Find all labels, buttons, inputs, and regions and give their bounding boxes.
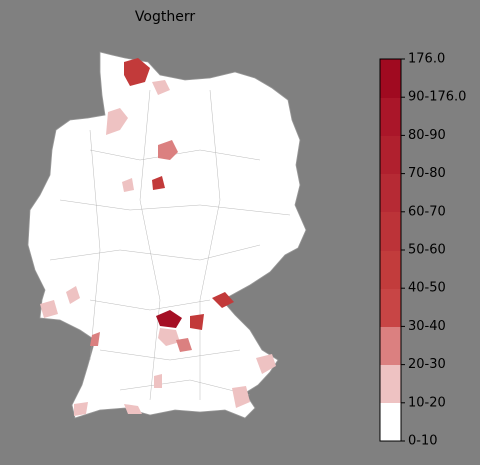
- colorbar-band: [380, 403, 401, 441]
- region: [158, 328, 180, 346]
- country-outline: [27, 51, 307, 419]
- colorbar-label: 80-90: [408, 128, 446, 143]
- region: [176, 338, 192, 352]
- region: [256, 354, 276, 374]
- colorbar-label: 0-10: [408, 434, 438, 449]
- region: [232, 386, 250, 408]
- colorbar-label: 176.0: [408, 52, 445, 67]
- colorbar-label: 40-50: [408, 281, 446, 296]
- colorbar-band: [380, 289, 401, 327]
- colorbar-label: 10-20: [408, 395, 446, 410]
- region: [212, 292, 234, 308]
- region: [124, 404, 142, 414]
- region: [152, 80, 170, 95]
- map-title: Vogtherr: [135, 9, 195, 25]
- colorbar-band: [380, 212, 401, 251]
- colorbar-label: 20-30: [408, 357, 446, 372]
- colorbar-band: [380, 174, 401, 212]
- region: [158, 140, 178, 160]
- region: [66, 286, 80, 304]
- colorbar-band: [380, 59, 401, 98]
- region: [124, 58, 150, 86]
- region: [122, 178, 134, 192]
- colorbar-band: [380, 365, 401, 403]
- region: [154, 374, 162, 388]
- region: [90, 332, 100, 346]
- colorbar-label: 50-60: [408, 243, 446, 258]
- colorbar-label: 60-70: [408, 204, 446, 219]
- map: [27, 51, 307, 419]
- region: [152, 176, 165, 190]
- region: [40, 300, 58, 318]
- colorbar-band: [380, 98, 401, 136]
- colorbar-label: 70-80: [408, 166, 446, 181]
- region: [106, 108, 128, 135]
- colorbar: [379, 58, 402, 442]
- colorbar-label: 90-176.0: [408, 90, 466, 105]
- colorbar-band: [380, 136, 401, 174]
- region: [190, 314, 204, 330]
- colorbar-band: [380, 327, 401, 365]
- colorbar-band: [380, 251, 401, 289]
- region: [74, 402, 88, 416]
- colorbar-label: 30-40: [408, 319, 446, 334]
- region: [156, 310, 182, 328]
